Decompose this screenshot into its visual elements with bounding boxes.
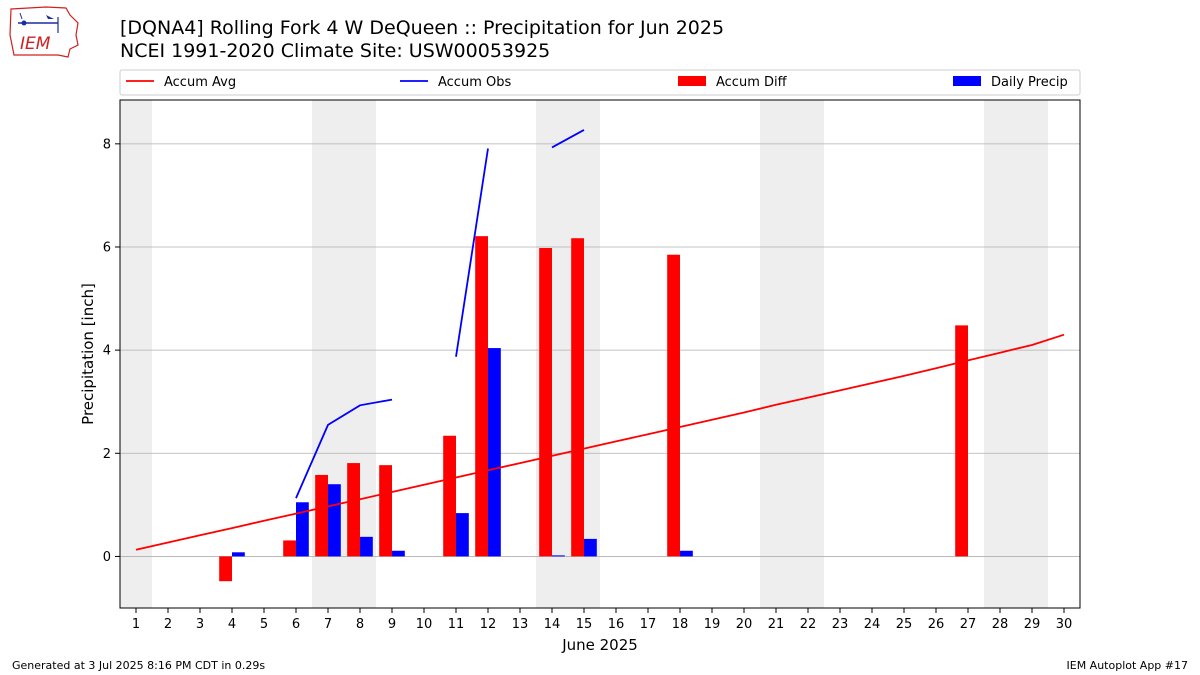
daily-precip-bar-4: [232, 552, 245, 557]
x-tick-label-15: 15: [576, 617, 593, 632]
x-tick-label-2: 2: [164, 617, 172, 632]
weekend-band-21: [760, 100, 792, 608]
accum-avg-line-segment-1: [135, 333, 1065, 551]
accum-diff-bar-4: [219, 556, 232, 582]
x-tick-label-13: 13: [512, 617, 529, 632]
x-tick-label-27: 27: [960, 617, 977, 632]
x-tick-label-23: 23: [832, 617, 849, 632]
x-tick-label-29: 29: [1024, 617, 1041, 632]
daily-precip-bar-12: [488, 348, 501, 557]
accum-diff-bar-14: [539, 248, 552, 557]
x-axis-ticks: 1 2 3 4 5 6 7 8 9 10 11 12 13 14 15 16 17 18 19 20 21 22 23 24 2…: [132, 608, 1072, 632]
accum-diff-bar-27: [955, 325, 968, 557]
x-tick-label-24: 24: [864, 617, 881, 632]
legend-label-accum-obs: Accum Obs: [438, 75, 511, 90]
daily-precip-bar-15: [584, 538, 597, 557]
x-tick-label-9: 9: [388, 617, 396, 632]
x-tick-label-14: 14: [544, 617, 561, 632]
x-tick-label-7: 7: [324, 617, 332, 632]
x-tick-label-25: 25: [896, 617, 913, 632]
logo-text: IEM: [20, 34, 51, 54]
x-axis-label: June 2025: [561, 636, 638, 654]
x-tick-label-28: 28: [992, 617, 1009, 632]
x-tick-label-8: 8: [356, 617, 364, 632]
accum-diff-bar-11: [443, 435, 456, 557]
daily-precip-bar-6: [296, 502, 309, 557]
chart-subtitle: NCEI 1991-2020 Climate Site: USW00053925: [120, 40, 551, 62]
accum-obs-line-segment-2: [455, 148, 489, 357]
chart-title: [DQNA4] Rolling Fork 4 W DeQueen :: Prec…: [120, 17, 725, 39]
y-tick-label-2: 2: [103, 447, 111, 462]
bars: [219, 236, 968, 582]
x-tick-label-1: 1: [132, 617, 140, 632]
lines: [135, 129, 1065, 551]
y-tick-label-8: 8: [103, 137, 111, 152]
accum-diff-bar-18: [667, 254, 680, 557]
app-credit: IEM Autoplot App #17: [1066, 659, 1189, 672]
y-tick-label-6: 6: [103, 240, 111, 255]
y-tick-label-4: 4: [103, 344, 111, 359]
accum-diff-bar-8: [347, 463, 360, 557]
plot-frame: [119, 99, 1081, 609]
daily-precip-bar-14: [552, 555, 565, 557]
y-tick-label-0: 0: [103, 550, 111, 565]
accum-diff-bar-9: [379, 465, 392, 557]
legend-swatch-daily-precip: [953, 76, 981, 86]
daily-precip-bar-18: [680, 550, 693, 557]
x-tick-label-17: 17: [640, 617, 657, 632]
accum-obs-line-segment-3: [551, 129, 585, 149]
legend-frame: [119, 69, 1081, 96]
weekend-band-29: [1016, 100, 1048, 608]
weekend-band-22: [792, 100, 824, 608]
weekend-band-28: [984, 100, 1016, 608]
x-tick-label-16: 16: [608, 617, 625, 632]
generated-timestamp: Generated at 3 Jul 2025 8:16 PM CDT in 0…: [12, 659, 266, 672]
x-tick-label-11: 11: [448, 617, 465, 632]
x-tick-label-6: 6: [292, 617, 300, 632]
legend-label-daily-precip: Daily Precip: [991, 75, 1068, 90]
x-tick-label-21: 21: [768, 617, 785, 632]
daily-precip-bar-7: [328, 484, 341, 557]
accum-diff-bar-12: [475, 236, 488, 557]
y-axis-label: Precipitation [inch]: [79, 283, 97, 425]
daily-precip-bar-11: [456, 513, 469, 557]
weekend-band-1: [120, 100, 152, 608]
legend-label-accum-diff: Accum Diff: [716, 75, 788, 90]
daily-precip-bar-9: [392, 550, 405, 557]
accum-diff-bar-6: [283, 540, 296, 557]
x-tick-label-22: 22: [800, 617, 817, 632]
iem-logo: IEM: [9, 6, 79, 58]
x-tick-label-3: 3: [196, 617, 204, 632]
x-tick-label-4: 4: [228, 617, 236, 632]
daily-precip-bar-8: [360, 536, 373, 557]
x-tick-label-30: 30: [1056, 617, 1073, 632]
legend: Accum Avg Accum Obs Accum Diff Daily Precip: [119, 69, 1081, 96]
legend-label-accum-avg: Accum Avg: [164, 75, 236, 90]
x-tick-label-20: 20: [736, 617, 753, 632]
y-axis-ticks: 0 2 4 6 8: [103, 137, 120, 565]
x-tick-label-19: 19: [704, 617, 721, 632]
x-tick-label-12: 12: [480, 617, 497, 632]
x-tick-label-5: 5: [260, 617, 268, 632]
legend-swatch-accum-diff: [678, 76, 706, 86]
x-tick-label-10: 10: [416, 617, 433, 632]
accum-obs-line-segment-1: [295, 398, 393, 499]
x-tick-label-18: 18: [672, 617, 689, 632]
accum-diff-bar-15: [571, 238, 584, 557]
accum-diff-bar-7: [315, 474, 328, 557]
grid-lines: [120, 143, 1080, 557]
x-tick-label-26: 26: [928, 617, 945, 632]
